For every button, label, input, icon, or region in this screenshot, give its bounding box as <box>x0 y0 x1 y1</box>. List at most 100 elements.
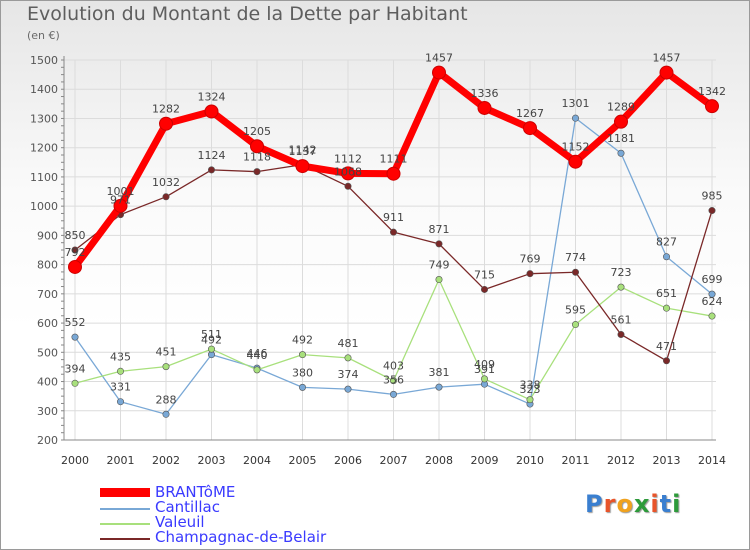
data-point <box>389 377 397 385</box>
data-label: 374 <box>338 368 359 381</box>
data-label: 792 <box>65 246 86 259</box>
data-label: 749 <box>429 259 450 272</box>
x-tick-label: 2006 <box>334 454 362 467</box>
data-label: 871 <box>429 223 450 236</box>
data-label: 1205 <box>243 125 271 138</box>
x-tick-label: 2012 <box>607 454 635 467</box>
data-point <box>708 312 716 320</box>
data-point <box>571 321 579 329</box>
x-tick-label: 2001 <box>107 454 135 467</box>
data-label: 827 <box>656 236 677 249</box>
data-point <box>295 159 310 174</box>
y-tick-label: 1000 <box>30 200 58 213</box>
proxiti-logo: Proxiti <box>585 490 682 518</box>
data-point <box>159 116 173 131</box>
legend-label: BRANTôME <box>155 483 236 501</box>
data-point <box>435 383 443 391</box>
data-label: 331 <box>110 381 131 394</box>
data-label: 380 <box>292 366 313 379</box>
x-tick-label: 2002 <box>152 454 180 467</box>
data-label: 1181 <box>607 132 635 145</box>
data-label: 471 <box>656 340 677 353</box>
x-tick-label: 2014 <box>698 454 726 467</box>
data-point <box>435 276 443 284</box>
legend-label: Champagnac-de-Belair <box>155 528 327 546</box>
data-point <box>162 410 170 418</box>
data-point <box>344 385 352 393</box>
data-label: 394 <box>65 362 86 375</box>
data-point <box>662 304 670 312</box>
data-label: 651 <box>656 287 677 300</box>
legend-swatch <box>100 488 150 497</box>
data-label: 971 <box>110 194 131 207</box>
y-tick-label: 800 <box>37 259 58 272</box>
data-label: 446 <box>247 347 268 360</box>
data-point <box>117 367 125 375</box>
y-tick-label: 1400 <box>30 83 58 96</box>
data-point <box>389 390 397 398</box>
y-tick-label: 300 <box>37 405 58 418</box>
data-point <box>708 207 716 215</box>
data-point <box>117 398 125 406</box>
data-label: 1267 <box>516 107 544 120</box>
data-label: 492 <box>292 334 313 347</box>
y-tick-label: 400 <box>37 376 58 389</box>
legend-label: Cantillac <box>155 498 220 516</box>
y-tick-label: 700 <box>37 288 58 301</box>
data-label: 356 <box>383 373 404 386</box>
data-point <box>389 228 397 236</box>
data-label: 699 <box>702 273 723 286</box>
data-label: 595 <box>565 304 586 317</box>
data-label: 1282 <box>152 103 180 116</box>
data-point <box>614 114 628 129</box>
data-label: 624 <box>702 295 723 308</box>
data-point <box>571 114 579 122</box>
data-label: 850 <box>65 229 86 242</box>
legend-swatch <box>100 508 150 510</box>
data-point <box>526 270 534 278</box>
y-tick-label: 1100 <box>30 171 58 184</box>
data-point <box>480 375 488 383</box>
data-label: 769 <box>520 253 541 266</box>
data-point <box>432 65 446 80</box>
data-point <box>344 182 352 190</box>
data-point <box>523 121 537 136</box>
x-tick-label: 2013 <box>653 454 681 467</box>
data-label: 1068 <box>334 165 362 178</box>
x-tick-label: 2008 <box>425 454 453 467</box>
data-point <box>708 290 716 298</box>
legend-label: Valeuil <box>155 513 205 531</box>
y-tick-label: 600 <box>37 317 58 330</box>
data-label: 774 <box>565 251 586 264</box>
data-label: 391 <box>474 363 495 376</box>
data-point <box>477 100 492 115</box>
x-tick-label: 2000 <box>61 454 89 467</box>
data-point <box>113 198 128 213</box>
y-tick-label: 900 <box>37 229 58 242</box>
data-label: 403 <box>383 360 404 373</box>
data-label: 1001 <box>107 185 135 198</box>
y-tick-label: 1500 <box>30 54 58 67</box>
data-label: 1324 <box>198 90 226 103</box>
chart-title: Evolution du Montant de la Dette par Hab… <box>27 3 468 25</box>
data-point <box>617 149 625 157</box>
x-tick-label: 2005 <box>289 454 317 467</box>
data-label: 381 <box>429 366 450 379</box>
data-point <box>480 285 488 293</box>
data-point <box>250 139 264 154</box>
x-tick-label: 2004 <box>243 454 271 467</box>
data-point <box>208 345 216 353</box>
y-tick-label: 500 <box>37 346 58 359</box>
data-label: 911 <box>383 211 404 224</box>
x-tick-label: 2009 <box>471 454 499 467</box>
data-point <box>71 333 79 341</box>
data-label: 1457 <box>653 52 681 65</box>
legend-swatch <box>100 523 150 525</box>
data-point <box>298 351 306 359</box>
data-label: 481 <box>338 337 359 350</box>
data-point <box>659 65 674 80</box>
data-label: 985 <box>702 190 723 203</box>
y-tick-label: 1300 <box>30 112 58 125</box>
data-point <box>208 166 216 174</box>
